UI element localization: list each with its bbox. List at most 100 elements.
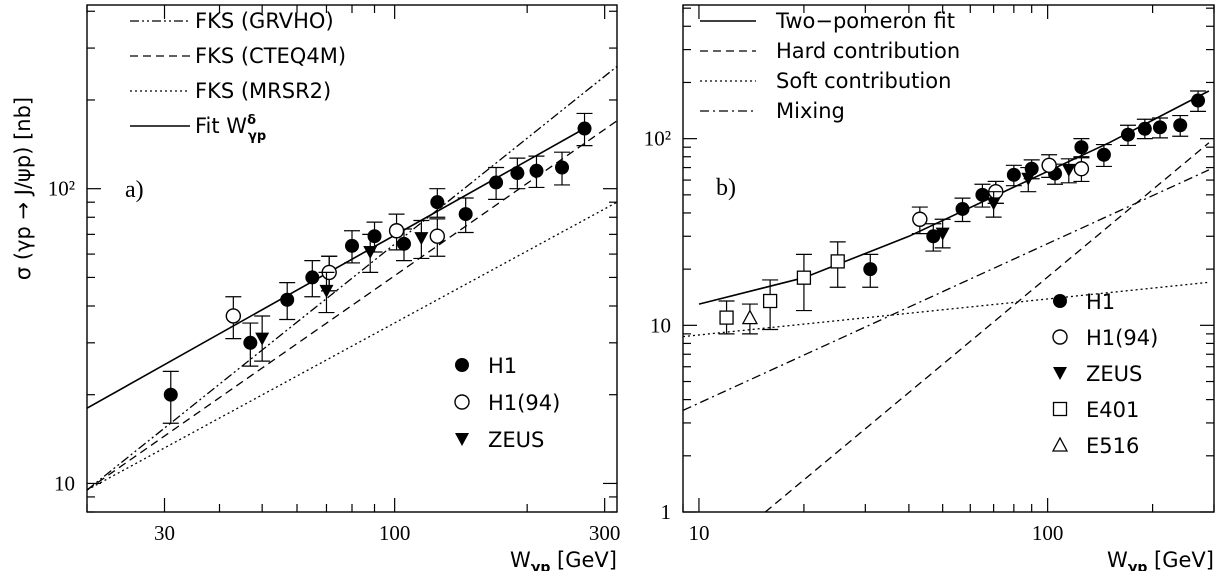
legend-label-e516: E516 (1086, 434, 1139, 458)
data-point-h1 (955, 201, 970, 216)
curve-cteq (87, 120, 617, 491)
curve-hard (764, 142, 1210, 512)
data-point-h1 (243, 335, 258, 350)
legend-marker-zeus (1053, 367, 1067, 380)
legend-marker-h1 (1053, 294, 1067, 308)
data-point-h1 (926, 229, 941, 244)
data-points (718, 90, 1207, 335)
data-point-h1-94- (912, 211, 928, 227)
x-tick-label: 100 (379, 521, 411, 545)
marker-legend: H1 H1(94) ZEUS (454, 354, 560, 452)
data-point-h1 (510, 166, 525, 181)
legend-label-cteq: FKS (CTEQ4M) (195, 44, 346, 68)
data-point-e516 (741, 309, 758, 325)
data-point-h1 (163, 387, 178, 402)
curve-fit (87, 127, 585, 409)
data-point-h1 (555, 160, 570, 175)
data-point-e401 (719, 310, 734, 325)
y-tick-label: 10 (54, 471, 75, 495)
data-point-h1 (1173, 118, 1188, 133)
data-point-h1 (367, 229, 382, 244)
y-tick-label: 10 (650, 313, 671, 337)
data-point-h1 (863, 262, 878, 277)
curve-mix (683, 169, 1210, 411)
x-tick-label: 100 (1032, 521, 1064, 545)
data-point-h1 (489, 175, 504, 190)
data-point-zeus (986, 197, 1001, 211)
data-point-h1 (529, 163, 544, 178)
legend-marker-e516 (1051, 436, 1069, 452)
legend-marker-h1 (455, 358, 469, 372)
legend-marker-h1-94- (1052, 329, 1068, 345)
x-tick-label: 30 (154, 521, 175, 545)
data-points (162, 112, 593, 424)
panel-a: 30 100 300 10 10² Wγp [GeV] σ (γp → J/ψp) [nb]… (11, 4, 621, 571)
data-point-h1 (1006, 167, 1021, 182)
data-point-e401 (830, 254, 845, 269)
x-axis-label: Wγp [GeV] (510, 548, 617, 571)
legend-label-h1: H1 (1086, 290, 1115, 314)
data-point-h1 (280, 292, 295, 307)
data-point-h1 (305, 270, 320, 285)
data-point-zeus (255, 332, 270, 346)
legend-label-e401: E401 (1086, 398, 1139, 422)
data-point-h1 (1120, 127, 1135, 142)
data-point-h1 (458, 207, 473, 222)
data-point-h1 (1074, 140, 1089, 155)
data-point-h1-94- (429, 228, 446, 244)
panel-label: a) (125, 177, 144, 203)
marker-legend: H1 H1(94) ZEUS E401 E516 (1051, 290, 1158, 458)
legend-label-fit: Fit Wδ γp (195, 113, 266, 144)
data-point-h1 (1152, 120, 1167, 135)
data-point-h1 (1191, 93, 1206, 108)
data-point-zeus (935, 227, 950, 241)
curve-soft (683, 281, 1209, 338)
data-point-zeus (1061, 163, 1076, 177)
data-point-h1-94- (225, 308, 242, 324)
data-point-zeus (1021, 172, 1036, 186)
legend-label-grv: FKS (GRVHO) (195, 9, 334, 33)
data-point-h1-94- (1041, 157, 1057, 173)
x-axis-label: Wγp [GeV] (1107, 548, 1214, 571)
legend-label-h1-94-: H1(94) (488, 391, 560, 415)
curve-mrs (87, 201, 617, 491)
curve-grv (87, 65, 617, 491)
data-point-h1 (577, 121, 592, 136)
data-point-h1 (430, 195, 445, 210)
legend-label-hard: Hard contribution (776, 39, 960, 63)
legend-label-zeus: ZEUS (488, 428, 544, 452)
legend-label-h1-94-: H1(94) (1086, 326, 1158, 350)
data-point-zeus (363, 245, 378, 259)
plot-frame (682, 4, 1215, 513)
curve-legend: Two−pomeron fit Hard contribution Soft con… (700, 9, 960, 123)
y-axis-label: σ (γp → J/ψp) [nb] (11, 97, 35, 280)
data-point-h1 (345, 238, 359, 253)
curve-legend: FKS (GRVHO) FKS (CTEQ4M) FKS (MRSR2) Fit Wδ… (130, 9, 346, 144)
data-point-e401 (796, 270, 812, 285)
legend-label-zeus: ZEUS (1086, 362, 1142, 386)
y-tick-label: 1 (661, 500, 672, 524)
data-point-h1-94- (1073, 161, 1090, 177)
legend-label-h1: H1 (488, 354, 517, 378)
panel-b: 10 100 1 10 10² Wγp [GeV] b) Two−pomeron fit Har… (644, 4, 1215, 571)
data-point-h1-94- (388, 223, 405, 239)
data-point-h1 (1096, 147, 1111, 162)
legend-label-soft: Soft contribution (776, 69, 951, 93)
y-tick-label: 10² (48, 177, 75, 201)
legend-marker-e401 (1052, 401, 1068, 417)
data-point-h1 (396, 236, 411, 251)
x-tick-label: 300 (589, 521, 621, 545)
panel-label: b) (716, 175, 736, 201)
legend-label-mrs: FKS (MRSR2) (195, 79, 331, 103)
legend-label-total: Two−pomeron fit (775, 9, 955, 33)
curves (87, 65, 617, 491)
data-point-h1 (975, 187, 990, 202)
legend-marker-h1-94- (454, 394, 470, 410)
data-point-e401 (762, 293, 778, 309)
data-point-h1 (1137, 121, 1152, 136)
legend-marker-zeus (455, 433, 469, 446)
y-tick-label: 10² (644, 127, 671, 151)
legend-label-mix: Mixing (776, 99, 845, 123)
x-tick-label: 10 (688, 521, 709, 545)
